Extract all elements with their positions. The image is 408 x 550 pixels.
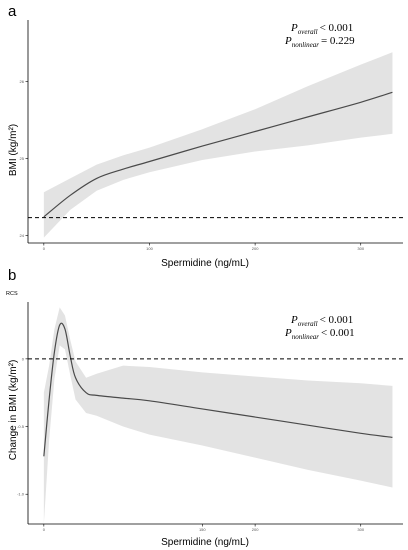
panel-b-confidence-band (43, 307, 393, 524)
panel-b-p-overall: Poverall < 0.001 (290, 314, 353, 328)
panel-a-confidence-band (43, 52, 393, 238)
panel-b-x-tick-label: 300 (357, 527, 364, 532)
panel-a-p-nonlinear: Pnonlinear = 0.229 (284, 35, 355, 49)
panel-b-plot-area (28, 307, 403, 524)
panel-a-letter: a (8, 3, 17, 20)
panel-a-y-tick-label: 25 (20, 156, 25, 161)
panel-a-p-overall: Poverall < 0.001 (290, 22, 353, 36)
panel-b-ticks: 0 150 200 300 0 -0.5 -1.0 (17, 356, 365, 532)
panel-a-x-tick-label: 200 (252, 246, 259, 251)
panel-b-curve (43, 322, 393, 457)
panel-a-annotation: Poverall < 0.001 Pnonlinear = 0.229 (284, 22, 355, 49)
panel-b-x-tick-label: 0 (43, 527, 46, 532)
panel-a-y-tick-label: 24 (20, 233, 25, 238)
panel-a-plot-area (28, 52, 403, 238)
panel-b-letter: b (8, 267, 16, 284)
panel-b-p-nonlinear: Pnonlinear < 0.001 (284, 327, 355, 341)
panel-b-x-tick-label: 200 (252, 527, 259, 532)
panel-a-x-tick-label: 0 (43, 246, 46, 251)
panel-b-y-label: Change in BMI (kg/m²) (8, 360, 19, 461)
panel-a-x-tick-label: 300 (357, 246, 364, 251)
panel-b-y-tick-label: -0.5 (17, 424, 25, 429)
panel-a: a 0 100 200 300 24 25 26 Spermidine (ng/mL) BM… (8, 3, 403, 269)
panel-b: b RCS 0 150 200 300 0 -0.5 -1.0 Spermidine (ng… (6, 267, 403, 548)
panel-a-ticks: 0 100 200 300 24 25 26 (20, 79, 365, 251)
panel-a-x-label: Spermidine (ng/mL) (161, 258, 249, 269)
panel-b-y-tick-label: -1.0 (17, 492, 25, 497)
panel-a-y-label: BMI (kg/m²) (8, 124, 19, 176)
panel-b-rcs-label: RCS (6, 291, 18, 297)
panel-a-x-tick-label: 100 (146, 246, 153, 251)
panel-b-y-tick-label: 0 (22, 356, 25, 361)
panel-a-y-tick-label: 26 (20, 79, 25, 84)
panel-b-annotation: Poverall < 0.001 Pnonlinear < 0.001 (284, 314, 355, 341)
panel-b-x-label: Spermidine (ng/mL) (161, 537, 249, 548)
panel-a-curve (43, 91, 393, 218)
panel-b-x-tick-label: 150 (199, 527, 206, 532)
